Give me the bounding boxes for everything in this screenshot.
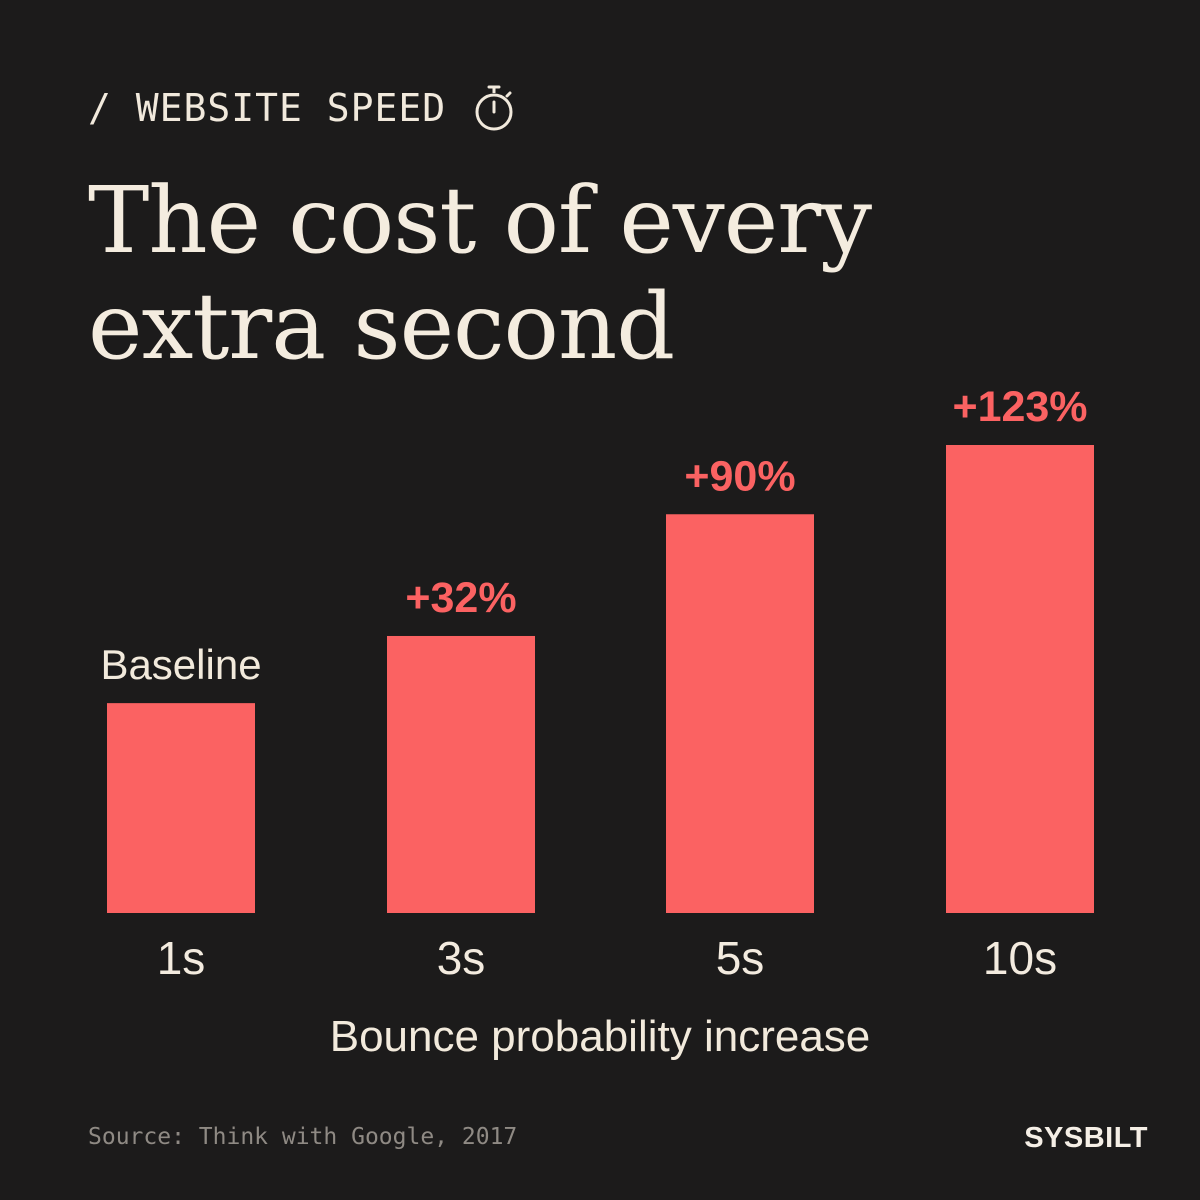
kicker-text: / WEBSITE SPEED — [88, 86, 447, 130]
x-tick-label-10s: 10s — [983, 932, 1057, 984]
data-label-10s: +123% — [952, 383, 1087, 431]
stopwatch-icon — [472, 84, 516, 132]
bar-3s — [387, 635, 535, 913]
page-title: The cost of every extra second — [88, 168, 1088, 380]
bar-10s — [946, 445, 1094, 913]
bar-1s — [107, 703, 255, 913]
source-note: Source: Think with Google, 2017 — [88, 1124, 518, 1150]
x-tick-label-5s: 5s — [716, 932, 765, 984]
brand-logo: SYSBILT — [1024, 1122, 1148, 1154]
data-label-1s: Baseline — [100, 641, 261, 688]
section-kicker: / WEBSITE SPEED — [88, 84, 516, 132]
x-axis-label: Bounce probability increase — [329, 1012, 871, 1061]
data-label-5s: +90% — [684, 452, 795, 500]
data-label-3s: +32% — [405, 574, 516, 622]
title-line-2: extra second — [88, 273, 675, 380]
bar-5s — [666, 514, 814, 913]
x-tick-label-3s: 3s — [437, 932, 486, 984]
title-line-1: The cost of every — [88, 167, 872, 274]
x-tick-label-1s: 1s — [157, 932, 206, 984]
